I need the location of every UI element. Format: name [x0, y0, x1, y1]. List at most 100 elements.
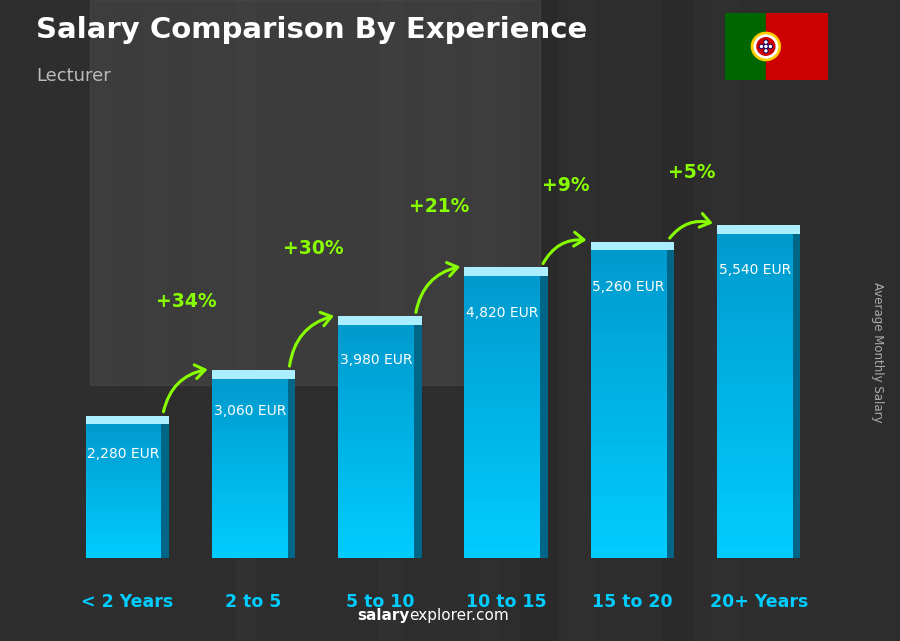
Bar	[717, 482, 793, 493]
Bar	[86, 438, 161, 442]
Bar	[212, 540, 288, 545]
Bar	[86, 553, 161, 558]
Text: +9%: +9%	[542, 176, 590, 195]
Bar	[212, 451, 288, 456]
Bar	[717, 428, 793, 439]
Bar	[464, 445, 540, 454]
Bar	[540, 276, 548, 558]
Bar	[464, 417, 540, 426]
Bar	[338, 527, 414, 535]
Text: 2,280 EUR: 2,280 EUR	[87, 447, 159, 461]
Text: 3,980 EUR: 3,980 EUR	[340, 353, 412, 367]
Bar	[86, 456, 161, 460]
Bar	[212, 397, 288, 403]
Bar	[86, 500, 161, 504]
Bar	[86, 424, 161, 429]
Bar	[590, 291, 667, 301]
Circle shape	[754, 35, 778, 58]
Bar	[717, 288, 793, 299]
Bar	[717, 363, 793, 374]
Circle shape	[757, 38, 775, 55]
Bar	[86, 460, 161, 464]
Bar	[338, 472, 414, 480]
Bar	[590, 394, 667, 404]
Text: < 2 Years: < 2 Years	[81, 594, 174, 612]
Bar	[86, 540, 161, 544]
Bar	[717, 234, 793, 245]
Bar	[86, 549, 161, 553]
Bar	[338, 488, 414, 495]
Bar	[338, 379, 414, 387]
Bar	[338, 511, 414, 519]
Bar	[590, 547, 667, 558]
Bar	[212, 498, 288, 504]
Bar	[212, 522, 288, 528]
Bar	[717, 515, 793, 525]
Bar	[212, 391, 288, 397]
Bar	[427, 0, 453, 641]
Bar	[212, 510, 288, 516]
Bar	[90, 0, 540, 385]
Bar	[86, 504, 161, 509]
Bar	[590, 506, 667, 517]
Bar	[212, 433, 288, 438]
Bar	[590, 404, 667, 414]
Bar	[338, 403, 414, 410]
Text: Salary Comparison By Experience: Salary Comparison By Experience	[36, 16, 587, 44]
Bar	[724, 13, 766, 80]
Bar	[338, 426, 414, 433]
Text: 5,540 EUR: 5,540 EUR	[719, 263, 791, 276]
Bar	[616, 0, 668, 641]
Bar	[464, 388, 540, 398]
Bar	[338, 535, 414, 542]
Bar	[464, 520, 540, 529]
Bar	[338, 395, 414, 403]
Bar	[464, 454, 540, 464]
Bar	[338, 465, 414, 472]
Bar	[590, 383, 667, 394]
Text: 5,260 EUR: 5,260 EUR	[592, 280, 665, 294]
Bar	[590, 527, 667, 537]
Bar	[806, 0, 837, 641]
Text: +21%: +21%	[409, 197, 470, 217]
Bar	[590, 455, 667, 465]
Bar	[338, 433, 414, 442]
Text: 4,820 EUR: 4,820 EUR	[466, 306, 538, 320]
Bar	[212, 456, 288, 462]
Bar	[86, 509, 161, 513]
Bar	[717, 310, 793, 320]
Bar	[86, 464, 161, 469]
Bar	[464, 267, 548, 276]
Bar	[464, 360, 540, 370]
Bar	[331, 0, 350, 641]
Bar	[464, 276, 540, 285]
Bar	[338, 442, 414, 449]
Bar	[338, 333, 414, 340]
Circle shape	[765, 41, 767, 43]
Bar	[464, 323, 540, 332]
Bar	[464, 285, 540, 295]
Bar	[212, 545, 288, 552]
Bar	[338, 364, 414, 372]
Bar	[717, 385, 793, 395]
Circle shape	[765, 46, 767, 47]
Bar	[338, 356, 414, 364]
Circle shape	[764, 45, 768, 48]
Bar	[717, 547, 793, 558]
Bar	[590, 486, 667, 496]
Bar	[717, 374, 793, 385]
Circle shape	[760, 45, 763, 48]
Bar	[667, 250, 674, 558]
Bar	[717, 493, 793, 504]
Bar	[521, 0, 556, 641]
Bar	[212, 438, 288, 444]
Bar	[717, 342, 793, 353]
Bar	[338, 542, 414, 550]
FancyArrowPatch shape	[290, 312, 331, 366]
Text: salary: salary	[357, 608, 410, 623]
Bar	[284, 0, 313, 641]
Bar	[464, 529, 540, 539]
FancyArrowPatch shape	[543, 232, 584, 263]
Bar	[338, 372, 414, 379]
Bar	[590, 260, 667, 271]
